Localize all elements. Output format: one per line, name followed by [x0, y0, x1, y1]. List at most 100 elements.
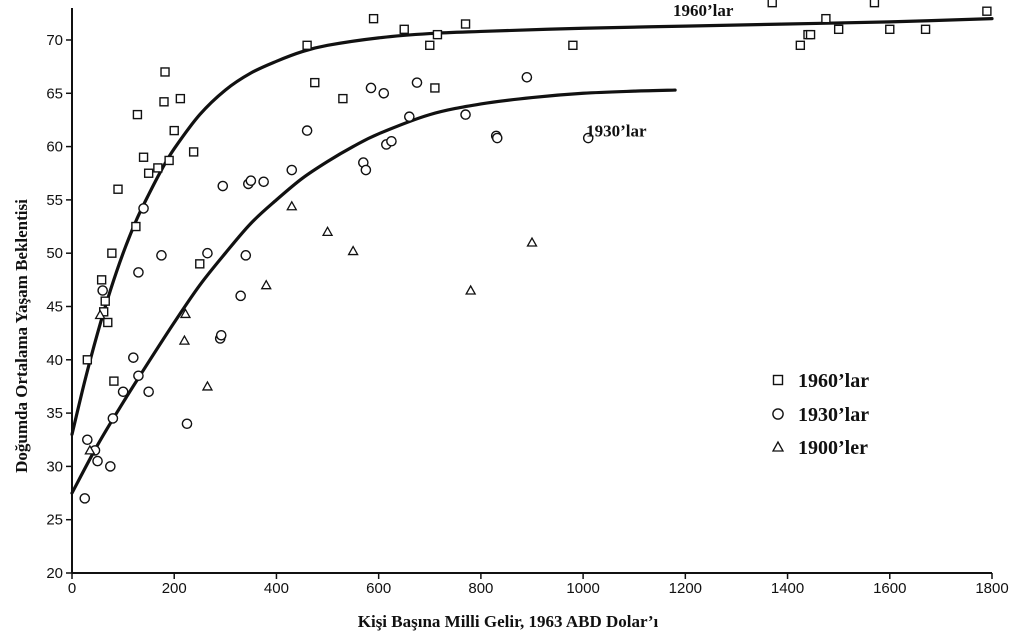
1960s-data-point — [568, 40, 578, 51]
1900s-data-point — [526, 236, 538, 247]
1960s-data-point — [131, 221, 141, 232]
1930s-data-point — [301, 125, 313, 136]
1930s-data-point — [117, 386, 129, 398]
1930s-data-point — [105, 461, 116, 472]
y-tick-label: 50 — [46, 245, 63, 262]
data-points — [79, 0, 992, 504]
1930s-data-point — [107, 413, 119, 424]
1900s-data-point — [286, 200, 298, 211]
y-tick-label: 40 — [46, 352, 63, 369]
1930s-data-point — [386, 135, 397, 147]
1960s-data-point — [160, 67, 170, 77]
1930s-data-point — [365, 82, 377, 94]
1960s-data-point — [833, 24, 844, 35]
fit-curves — [70, 17, 994, 495]
1930s-data-point — [378, 87, 390, 99]
x-tick-label: 400 — [264, 580, 289, 597]
1900s-data-point — [84, 444, 96, 455]
1960s-data-point — [368, 13, 379, 24]
x-tick-label: 1400 — [771, 580, 804, 597]
1960s-data-point — [767, 0, 777, 8]
legend-label: 1930’lar — [798, 404, 869, 426]
x-axis-title: Kişi Başına Milli Gelir, 1963 ABD Dolar’… — [358, 612, 659, 631]
legend-marker-circle — [772, 408, 784, 420]
1930s-data-point — [286, 164, 298, 176]
1930s-data-point — [582, 132, 594, 144]
1930s-data-point — [133, 370, 144, 382]
1960s-data-point — [432, 29, 443, 40]
1960s-data-point — [338, 93, 348, 104]
1930s-data-point — [217, 180, 229, 192]
1960s-data-point — [159, 97, 169, 107]
1960s-data-point — [132, 109, 143, 120]
1930s-data-point — [82, 434, 93, 446]
1930s-data-point — [240, 250, 252, 261]
1930s-data-point — [258, 176, 269, 188]
1960s-data-point — [430, 83, 440, 93]
1960s-data-point — [107, 248, 117, 258]
1930s-data-point — [97, 285, 108, 296]
1960s-data-point — [113, 184, 123, 194]
1960s-data-point — [885, 24, 895, 35]
1960s-data-point — [425, 40, 435, 51]
1930s-data-point — [181, 418, 193, 430]
legend-marker-triangle — [771, 440, 785, 452]
y-tick-label: 35 — [46, 405, 63, 422]
curve-label-1930s: 1930’lar — [586, 122, 647, 141]
1900s-data-point — [465, 284, 477, 295]
1900s-data-point — [94, 309, 106, 320]
1960s-data-point — [460, 19, 471, 29]
1930s-data-point — [133, 267, 144, 278]
1930s-data-point — [521, 71, 533, 83]
1960s-data-point — [195, 259, 205, 269]
axes: 0 200 400 600 800 1000 1200 1400 1600 1800 20 25 30 3… — [46, 8, 1009, 597]
1930s-data-point — [215, 329, 227, 341]
fit-curve-1960s — [70, 17, 994, 437]
1960s-data-point — [982, 6, 992, 16]
1960s-data-point — [153, 163, 163, 173]
1900s-data-point — [179, 308, 192, 319]
curve-label-1960s: 1960’lar — [673, 1, 734, 20]
y-tick-label: 70 — [46, 32, 63, 49]
1960s-data-point — [103, 317, 113, 328]
1960s-data-point — [175, 93, 186, 104]
1930s-data-point — [143, 386, 154, 398]
x-tick-label: 1600 — [873, 580, 906, 597]
y-tick-label: 30 — [46, 458, 63, 475]
1960s-data-point — [143, 168, 154, 178]
1960s-data-point — [310, 77, 320, 88]
1930s-data-point — [491, 132, 503, 144]
x-tick-label: 0 — [68, 580, 76, 597]
x-tick-label: 200 — [162, 580, 187, 597]
y-tick-label: 60 — [46, 139, 63, 156]
1930s-data-point — [92, 455, 103, 467]
1930s-data-point — [404, 111, 415, 123]
1960s-data-point — [82, 355, 93, 365]
x-tick-label: 600 — [366, 580, 391, 597]
1960s-data-point — [399, 24, 409, 35]
1960s-data-point — [109, 376, 119, 386]
1960s-data-point — [96, 275, 107, 285]
legend-marker-square — [772, 374, 784, 386]
1930s-data-point — [202, 247, 213, 259]
1960s-data-point — [805, 29, 816, 40]
1960s-data-point — [795, 40, 806, 51]
1930s-data-point — [138, 203, 149, 214]
y-tick-label: 25 — [46, 512, 63, 529]
y-tick-label: 65 — [46, 85, 63, 102]
legend: 1960’lar 1930’lar 1900’ler — [771, 370, 869, 459]
fit-curve-1930s — [70, 88, 677, 495]
1960s-data-point — [302, 40, 312, 51]
1960s-data-point — [821, 13, 831, 24]
1900s-data-point — [178, 334, 191, 345]
y-axis-title: Doğumda Ortalama Yaşam Beklentisi — [12, 199, 31, 473]
1900s-data-point — [321, 226, 334, 237]
y-tick-label: 45 — [46, 298, 63, 315]
1960s-data-point — [920, 24, 931, 35]
curve-labels: 1960’lar 1930’lar — [586, 1, 734, 140]
1930s-data-point — [128, 352, 139, 363]
1960s-data-point — [138, 152, 149, 162]
1930s-data-point — [235, 290, 246, 302]
1930s-data-point — [156, 250, 167, 261]
1960s-data-point — [188, 147, 199, 157]
